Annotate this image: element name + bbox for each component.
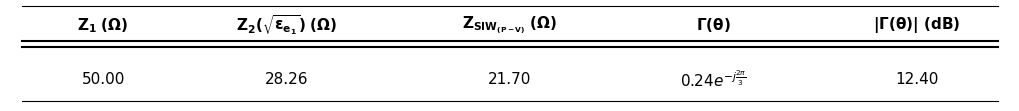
Text: $\mathbf{\Gamma(\theta)}$: $\mathbf{\Gamma(\theta)}$ [695, 16, 731, 34]
Text: 21.70: 21.70 [488, 72, 531, 87]
Text: 50.00: 50.00 [82, 72, 124, 87]
Text: $\mathbf{Z_{SIW_{(P-V)}}}$ $\mathbf{(\Omega)}$: $\mathbf{Z_{SIW_{(P-V)}}}$ $\mathbf{(\Om… [462, 14, 557, 36]
Text: $\mathbf{|\Gamma(\theta)|}$ $\mathbf{(dB)}$: $\mathbf{|\Gamma(\theta)|}$ $\mathbf{(dB… [872, 15, 960, 35]
Text: $\mathbf{Z_2(\sqrt{\varepsilon_{e_1}})}$ $\mathbf{(\Omega)}$: $\mathbf{Z_2(\sqrt{\varepsilon_{e_1}})}$… [235, 13, 336, 37]
Text: $\mathbf{Z_1}$ $\mathbf{(\Omega)}$: $\mathbf{Z_1}$ $\mathbf{(\Omega)}$ [77, 16, 128, 35]
Text: 28.26: 28.26 [264, 72, 308, 87]
Text: $0.24e^{-j\frac{2\pi}{3}}$: $0.24e^{-j\frac{2\pi}{3}}$ [680, 69, 746, 90]
Text: 12.40: 12.40 [895, 72, 937, 87]
